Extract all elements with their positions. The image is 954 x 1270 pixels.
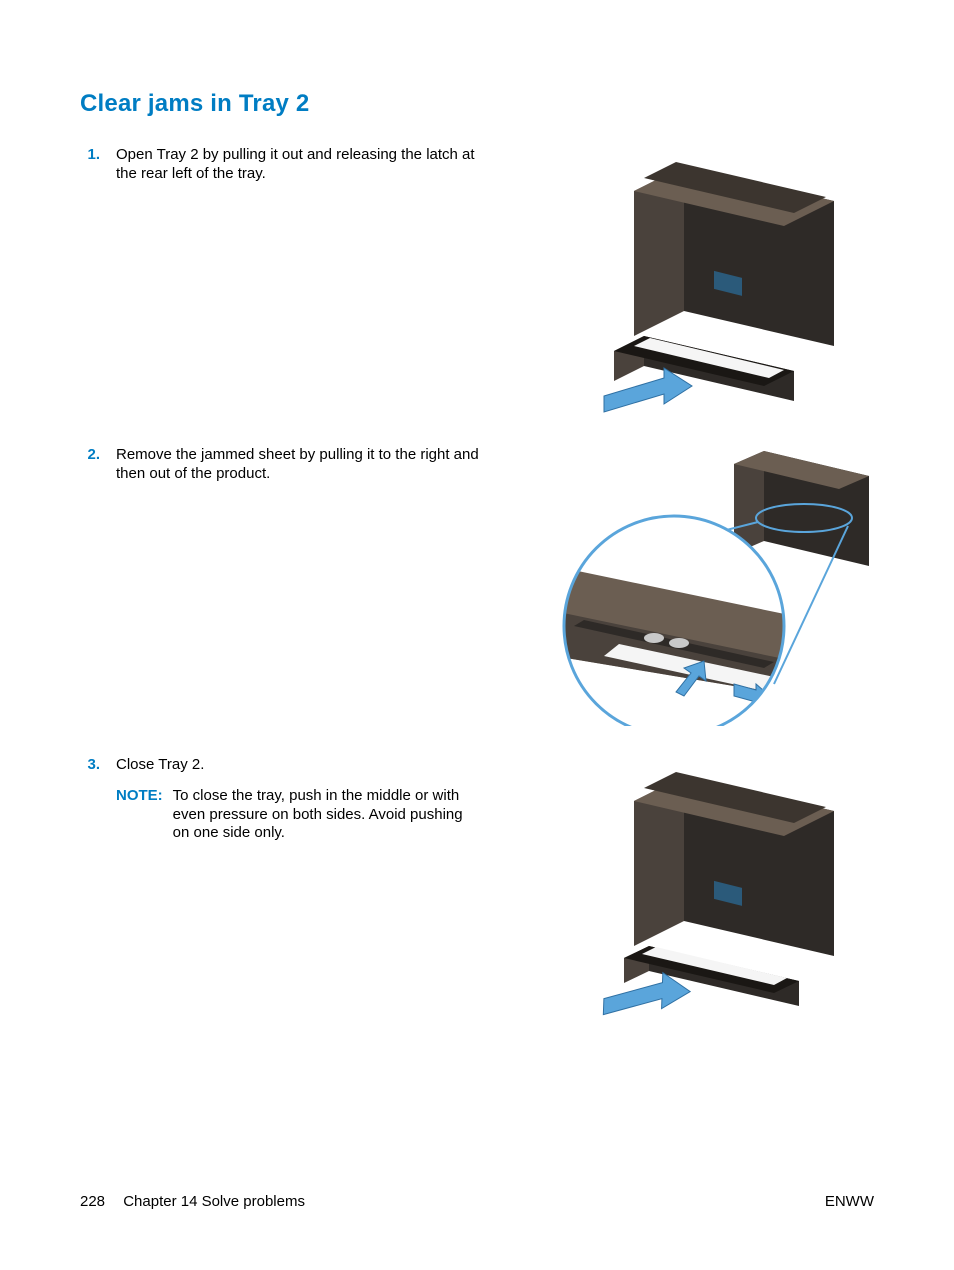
- note-text: To close the tray, push in the middle or…: [173, 787, 480, 843]
- step-3-number: 3.: [80, 756, 116, 773]
- page-number: 228: [80, 1193, 105, 1210]
- step-2-number: 2.: [80, 446, 116, 463]
- step-2-row: 2. Remove the jammed sheet by pulling it…: [80, 446, 874, 726]
- footer-locale: ENWW: [825, 1193, 874, 1210]
- chapter-label: Chapter 14 Solve problems: [123, 1193, 305, 1210]
- step-3-row: 3. Close Tray 2. NOTE: To close the tray…: [80, 756, 874, 1026]
- section-title: Clear jams in Tray 2: [80, 90, 874, 118]
- printer-remove-sheet-illustration: [534, 446, 874, 726]
- step-3-text: Close Tray 2.: [116, 756, 480, 775]
- step-2-image-col: [480, 446, 874, 726]
- step-1-row: 1. Open Tray 2 by pulling it out and rel…: [80, 146, 874, 416]
- page-footer: 228 Chapter 14 Solve problems ENWW: [80, 1193, 874, 1210]
- step-2-text-col: 2. Remove the jammed sheet by pulling it…: [80, 446, 480, 484]
- step-3-image-col: [480, 756, 874, 1026]
- step-3-text-col: 3. Close Tray 2. NOTE: To close the tray…: [80, 756, 480, 843]
- step-1-image-col: [480, 146, 874, 416]
- step-1-text: Open Tray 2 by pulling it out and releas…: [116, 146, 480, 184]
- manual-page: Clear jams in Tray 2 1. Open Tray 2 by p…: [0, 0, 954, 1270]
- footer-left: 228 Chapter 14 Solve problems: [80, 1193, 305, 1210]
- step-2-text: Remove the jammed sheet by pulling it to…: [116, 446, 480, 484]
- printer-pull-tray-illustration: [574, 146, 874, 416]
- step-3-note: NOTE: To close the tray, push in the mid…: [80, 787, 480, 843]
- note-label: NOTE:: [116, 787, 173, 804]
- step-1-number: 1.: [80, 146, 116, 163]
- printer-push-tray-illustration: [574, 756, 874, 1026]
- step-1-text-col: 1. Open Tray 2 by pulling it out and rel…: [80, 146, 480, 184]
